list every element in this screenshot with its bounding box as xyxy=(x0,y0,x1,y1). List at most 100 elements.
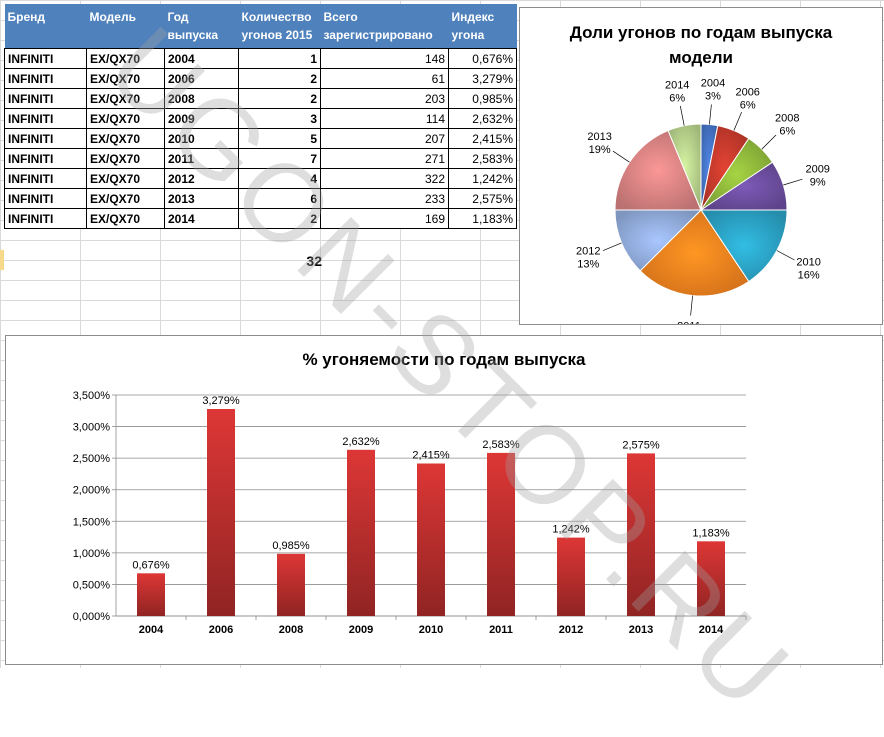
cell-year[interactable]: 2011 xyxy=(164,148,239,169)
cell-brand[interactable]: INFINITI xyxy=(4,148,87,169)
cell-index[interactable]: 1,242% xyxy=(448,168,517,189)
pie-slice-2014[interactable] xyxy=(667,123,702,211)
cell-model[interactable]: EX/QX70 xyxy=(86,108,165,129)
bar-2004[interactable] xyxy=(137,573,165,616)
header-brand[interactable]: Бренд xyxy=(4,4,87,49)
cell-brand[interactable]: INFINITI xyxy=(4,128,87,149)
bar-2014[interactable] xyxy=(697,541,725,616)
cell-registered[interactable]: 148 xyxy=(320,48,449,69)
header-model[interactable]: Модель xyxy=(86,4,165,49)
cell-year[interactable]: 2009 xyxy=(164,108,239,129)
cell-brand[interactable]: INFINITI xyxy=(4,48,87,69)
cell-brand[interactable]: INFINITI xyxy=(4,68,87,89)
cell-registered[interactable]: 233 xyxy=(320,188,449,209)
cell-registered[interactable]: 61 xyxy=(320,68,449,89)
bar-2012[interactable] xyxy=(557,537,585,616)
pie-label-year: 2004 xyxy=(701,78,725,90)
cell-index[interactable]: 3,279% xyxy=(448,68,517,89)
bar-chart-panel[interactable]: % угоняемости по годам выпуска 0,000% 0,5… xyxy=(5,335,883,665)
cell-registered[interactable]: 114 xyxy=(320,108,449,129)
pie-label-percent: 9% xyxy=(810,177,826,189)
cell-year[interactable]: 2004 xyxy=(164,48,239,69)
x-tick-label: 2008 xyxy=(279,624,303,636)
bar-data-label: 0,985% xyxy=(272,540,310,552)
header-registered[interactable]: Всего зарегистрировано xyxy=(320,4,449,49)
cell-index[interactable]: 2,575% xyxy=(448,188,517,209)
cell-count[interactable]: 6 xyxy=(238,188,321,209)
pie-label-year: 2014 xyxy=(665,79,689,91)
pie-label-percent: 16% xyxy=(798,270,820,282)
cell-count[interactable]: 4 xyxy=(238,168,321,189)
cell-count[interactable]: 2 xyxy=(238,88,321,109)
bar-2009[interactable] xyxy=(347,449,375,616)
pie-label-year: 2012 xyxy=(576,246,600,258)
cell-model[interactable]: EX/QX70 xyxy=(86,68,165,89)
pie-slice-2011[interactable] xyxy=(639,209,750,297)
cell-index[interactable]: 2,632% xyxy=(448,108,517,129)
cell-brand[interactable]: INFINITI xyxy=(4,208,87,229)
cell-year[interactable]: 2014 xyxy=(164,208,239,229)
cell-registered[interactable]: 203 xyxy=(320,88,449,109)
bar-2011[interactable] xyxy=(487,452,515,616)
bar-2006[interactable] xyxy=(207,409,235,616)
cell-index[interactable]: 0,985% xyxy=(448,88,517,109)
cell-year[interactable]: 2006 xyxy=(164,68,239,89)
cell-year[interactable]: 2008 xyxy=(164,88,239,109)
bar-2010[interactable] xyxy=(417,463,445,617)
cell-model[interactable]: EX/QX70 xyxy=(86,128,165,149)
pie-slice-2010[interactable] xyxy=(700,209,788,283)
header-count[interactable]: Количество угонов 2015 xyxy=(238,4,321,49)
cell-model[interactable]: EX/QX70 xyxy=(86,148,165,169)
pie-label-percent: 13% xyxy=(577,259,599,271)
cell-count[interactable]: 2 xyxy=(238,68,321,89)
x-tick-label: 2011 xyxy=(489,624,513,636)
pie-label-year: 2009 xyxy=(805,164,829,176)
table-row: INFINITI EX/QX70 2006 2 61 3,279% xyxy=(4,68,517,89)
cell-model[interactable]: EX/QX70 xyxy=(86,208,165,229)
cell-count[interactable]: 3 xyxy=(238,108,321,129)
cell-index[interactable]: 1,183% xyxy=(448,208,517,229)
bar-2013[interactable] xyxy=(627,453,655,616)
cell-count[interactable]: 1 xyxy=(238,48,321,69)
x-tick-label: 2006 xyxy=(209,624,233,636)
cell-index[interactable]: 2,415% xyxy=(448,128,517,149)
cell-count[interactable]: 2 xyxy=(238,208,321,229)
cell-model[interactable]: EX/QX70 xyxy=(86,88,165,109)
total-thefts-cell[interactable]: 32 xyxy=(306,253,322,269)
header-index[interactable]: Индекс угона xyxy=(448,4,517,49)
pie-label-percent: 6% xyxy=(740,99,756,111)
x-tick-label: 2009 xyxy=(349,624,373,636)
cell-registered[interactable]: 271 xyxy=(320,148,449,169)
cell-index[interactable]: 2,583% xyxy=(448,148,517,169)
cell-brand[interactable]: INFINITI xyxy=(4,188,87,209)
cell-registered[interactable]: 207 xyxy=(320,128,449,149)
cell-registered[interactable]: 322 xyxy=(320,168,449,189)
cell-year[interactable]: 2012 xyxy=(164,168,239,189)
pie-label-year: 2011 xyxy=(677,320,701,324)
x-tick-label: 2012 xyxy=(559,624,583,636)
x-tick-label: 2004 xyxy=(139,624,164,636)
pie-chart-panel[interactable]: Доли угонов по годам выпуска модели 2004… xyxy=(519,7,883,325)
cell-count[interactable]: 5 xyxy=(238,128,321,149)
pie-leader-line xyxy=(690,295,693,316)
table-row: INFINITI EX/QX70 2013 6 233 2,575% xyxy=(4,188,517,209)
bar-2008[interactable] xyxy=(277,553,305,616)
cell-count[interactable]: 7 xyxy=(238,148,321,169)
cell-year[interactable]: 2013 xyxy=(164,188,239,209)
table-row: INFINITI EX/QX70 2004 1 148 0,676% xyxy=(4,48,517,69)
cell-year[interactable]: 2010 xyxy=(164,128,239,149)
cell-model[interactable]: EX/QX70 xyxy=(86,48,165,69)
cell-brand[interactable]: INFINITI xyxy=(4,88,87,109)
header-year[interactable]: Год выпуска xyxy=(164,4,239,49)
cell-brand[interactable]: INFINITI xyxy=(4,168,87,189)
cell-registered[interactable]: 169 xyxy=(320,208,449,229)
cell-model[interactable]: EX/QX70 xyxy=(86,168,165,189)
cell-index[interactable]: 0,676% xyxy=(448,48,517,69)
pie-leader-line xyxy=(761,134,777,150)
pie-label-year: 2010 xyxy=(796,257,820,269)
pie-slice-2013[interactable] xyxy=(614,129,702,211)
pie-slice-2012[interactable] xyxy=(614,209,703,272)
cell-model[interactable]: EX/QX70 xyxy=(86,188,165,209)
cell-brand[interactable]: INFINITI xyxy=(4,108,87,129)
pie-leader-line xyxy=(709,104,712,125)
